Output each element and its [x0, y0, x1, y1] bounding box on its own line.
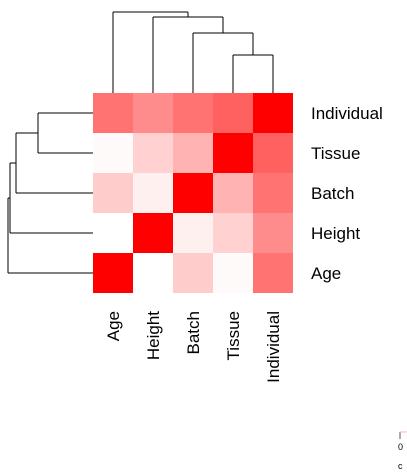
row-dendrogram	[7, 112, 93, 274]
cell-age-height	[133, 253, 173, 293]
column-label-age: Age	[104, 311, 123, 341]
cell-individual-age	[93, 93, 133, 133]
column-dendrogram	[112, 11, 274, 93]
row-labels: Individual Tissue Batch Height Age	[311, 104, 383, 283]
cell-height-age	[93, 213, 133, 253]
cell-age-tissue	[213, 253, 253, 293]
cell-batch-age	[93, 173, 133, 213]
legend-tick-label: 0	[398, 442, 403, 452]
cell-individual-height	[133, 93, 173, 133]
cell-height-individual	[253, 213, 293, 253]
column-labels: Age Height Batch Tissue Individual	[104, 311, 283, 383]
row-label-tissue: Tissue	[311, 144, 360, 163]
row-label-height: Height	[311, 224, 360, 243]
row-label-age: Age	[311, 264, 341, 283]
cell-individual-batch	[173, 93, 213, 133]
legend-caption: c	[398, 461, 403, 471]
column-label-tissue: Tissue	[224, 311, 243, 360]
cell-tissue-batch	[173, 133, 213, 173]
heatmap-cells	[93, 93, 293, 293]
row-label-batch: Batch	[311, 184, 354, 203]
column-label-height: Height	[144, 311, 163, 360]
cell-height-tissue	[213, 213, 253, 253]
cell-batch-batch	[173, 173, 213, 213]
column-label-batch: Batch	[184, 311, 203, 354]
column-label-individual: Individual	[264, 311, 283, 383]
cell-batch-height	[133, 173, 173, 213]
cell-tissue-individual	[253, 133, 293, 173]
cell-height-height	[133, 213, 173, 253]
cell-individual-individual	[253, 93, 293, 133]
cell-age-individual	[253, 253, 293, 293]
cell-batch-tissue	[213, 173, 253, 213]
cell-tissue-height	[133, 133, 173, 173]
cell-individual-tissue	[213, 93, 253, 133]
cell-tissue-age	[93, 133, 133, 173]
row-label-individual: Individual	[311, 104, 383, 123]
color-legend: 0 c	[398, 431, 407, 471]
cell-age-age	[93, 253, 133, 293]
cell-tissue-tissue	[213, 133, 253, 173]
cell-height-batch	[173, 213, 213, 253]
cell-age-batch	[173, 253, 213, 293]
cell-batch-individual	[253, 173, 293, 213]
